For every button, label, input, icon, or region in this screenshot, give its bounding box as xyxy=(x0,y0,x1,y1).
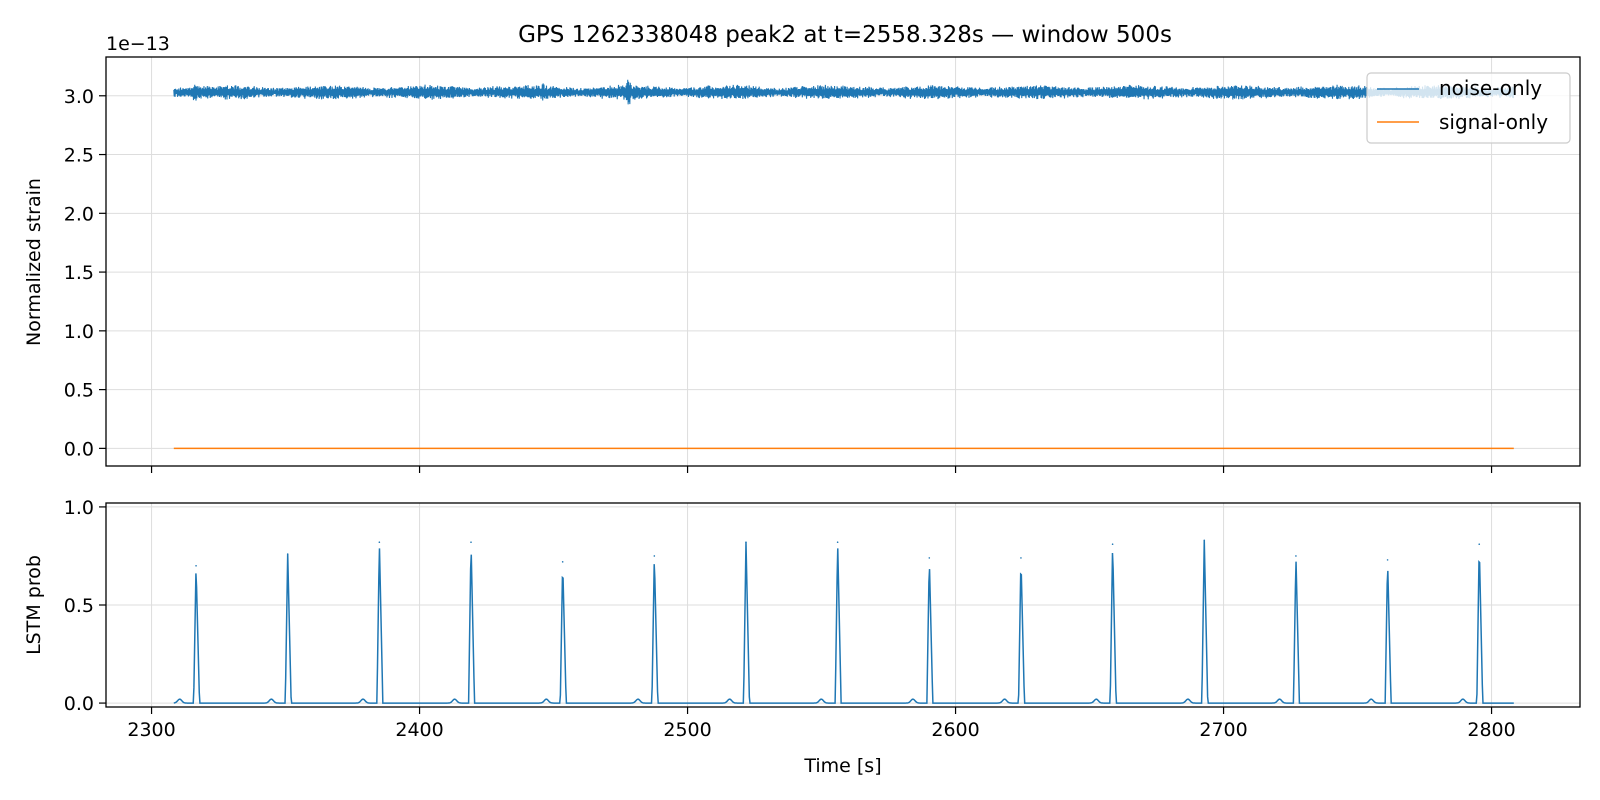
strain-y-axis-label: Normalized strain xyxy=(23,178,45,346)
legend-box xyxy=(1366,72,1571,144)
strain-axes-frame xyxy=(105,56,1581,467)
strain-y-tick-label-4: 2.0 xyxy=(64,203,94,225)
lstm-plot-area xyxy=(173,539,1514,704)
lstm-y-tick-label-0: 0.0 xyxy=(64,693,94,715)
lstm-peak-9 xyxy=(1020,557,1022,559)
lstm-peak-8 xyxy=(928,557,931,559)
strain-y-tick-label-0: 0.0 xyxy=(64,438,94,460)
strain-y-tick-label-1: 0.5 xyxy=(64,380,94,402)
lstm-x-tick-label-2500: 2500 xyxy=(663,719,711,741)
strain-y-tick-label-2: 1.0 xyxy=(64,321,94,343)
figure-title: GPS 1262338048 peak2 at t=2558.328s — wi… xyxy=(518,22,1172,48)
lstm-peak-10 xyxy=(1111,543,1114,545)
lstm-peak-0 xyxy=(195,564,197,567)
lstm-panel: 2300 2400 2500 2600 2700 2800 0.0 0.5 1.0 LSTM … xyxy=(23,497,1581,777)
strain-grid xyxy=(106,57,1580,466)
lstm-peak-2 xyxy=(378,541,381,544)
x-axis-label: Time [s] xyxy=(803,755,881,777)
strain-y-tick-label-5: 2.5 xyxy=(64,145,94,167)
lstm-peak-4 xyxy=(561,561,564,563)
lstm-peak-13 xyxy=(1386,559,1389,561)
lstm-peak-1 xyxy=(286,553,289,555)
strain-x-ticks xyxy=(150,466,1493,473)
series-lstm-prob xyxy=(173,540,1514,704)
lstm-x-tick-label-2700: 2700 xyxy=(1199,719,1247,741)
strain-y-tick-label-6: 3.0 xyxy=(64,86,94,108)
lstm-x-tick-label-2600: 2600 xyxy=(931,719,979,741)
legend-noise-label: noise-only xyxy=(1439,76,1542,100)
lstm-y-tick-label-2: 1.0 xyxy=(64,497,94,519)
lstm-x-tick-label-2400: 2400 xyxy=(395,719,443,741)
strain-panel: 0.0 0.5 1.0 1.5 2.0 2.5 3.0 1e−13 Normalized s… xyxy=(23,33,1581,473)
series-noise-only xyxy=(173,79,1515,105)
lstm-peak-3 xyxy=(470,541,472,544)
strain-y-ticks: 0.0 0.5 1.0 1.5 2.0 2.5 3.0 xyxy=(64,86,106,460)
strain-y-tick-label-3: 1.5 xyxy=(64,262,94,284)
lstm-x-tick-label-2300: 2300 xyxy=(127,719,175,741)
lstm-peak-6 xyxy=(745,541,747,544)
lstm-y-axis-label: LSTM prob xyxy=(23,555,45,655)
lstm-grid xyxy=(106,503,1580,707)
lstm-peak-5 xyxy=(653,555,656,557)
lstm-y-ticks: 0.0 0.5 1.0 xyxy=(64,497,106,715)
lstm-x-ticks: 2300 2400 2500 2600 2700 2800 xyxy=(127,707,1516,741)
lstm-x-tick-label-2800: 2800 xyxy=(1467,719,1515,741)
lstm-y-tick-label-1: 0.5 xyxy=(64,595,94,617)
lstm-peak-14 xyxy=(1478,543,1481,545)
lstm-peak-12 xyxy=(1295,555,1297,557)
strain-offset-text: 1e−13 xyxy=(106,33,170,55)
legend: noise-only signal-only xyxy=(1366,72,1571,144)
strain-plot-area xyxy=(173,79,1515,450)
lstm-peak-11 xyxy=(1203,539,1206,542)
legend-signal-label: signal-only xyxy=(1439,110,1548,134)
lstm-peak-7 xyxy=(836,541,839,544)
